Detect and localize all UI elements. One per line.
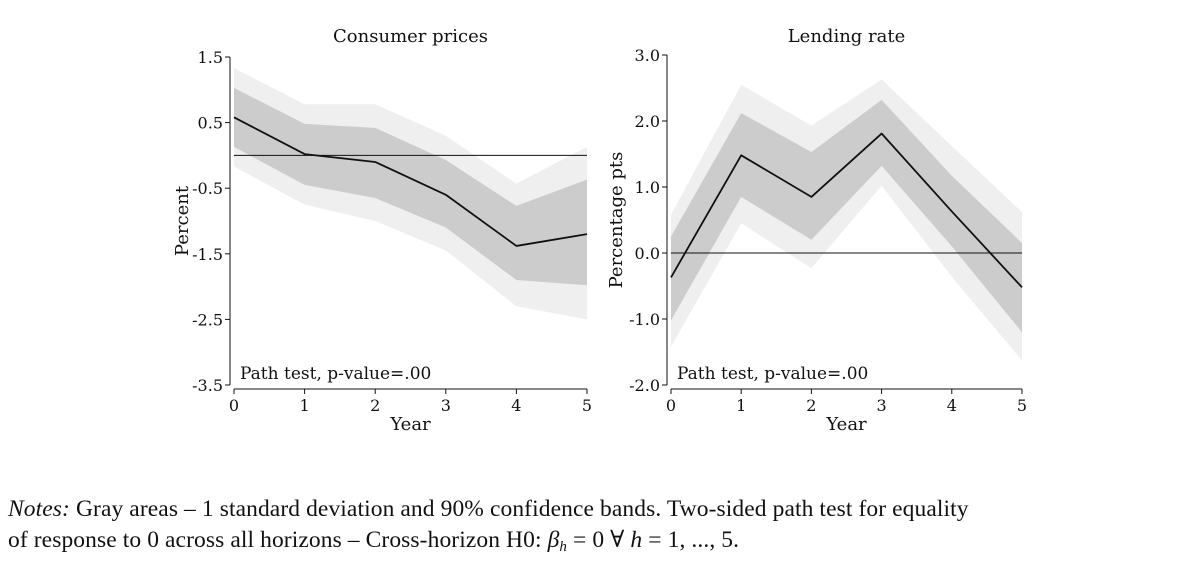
consumer-prices-y-tick-label: -1.5 [192, 245, 223, 264]
notes-text-2: of response to 0 across all horizons – C… [8, 527, 542, 553]
consumer-prices-x-tick-label: 4 [511, 396, 521, 415]
consumer-prices-x-tick-label: 0 [229, 396, 239, 415]
formula-h: h [630, 527, 643, 553]
notes-line-2: of response to 0 across all horizons – C… [8, 525, 1198, 563]
consumer-prices-annotation: Path test, p-value=.00 [240, 364, 431, 384]
consumer-prices-x-tick-label: 2 [370, 396, 380, 415]
consumer-prices-title: Consumer prices [333, 26, 488, 47]
consumer-prices-chart: 1.5 0.5 -0.5 -1.5 -2.5 -3.5 0 1 2 3 4 5 Consumer pri… [172, 26, 592, 435]
formula-rest: = 0 ∀ [573, 527, 625, 553]
notes-text-1: Gray areas – 1 standard deviation and 90… [75, 496, 969, 522]
consumer-prices-x-tick-label: 1 [300, 396, 310, 415]
consumer-prices-band-1sd [234, 87, 587, 286]
consumer-prices-y-tick-label: -3.5 [192, 376, 223, 395]
consumer-prices-y-tick-label: -2.5 [192, 310, 223, 329]
notes-formula: βh = 0 ∀ h = 1, ..., 5. [547, 527, 740, 555]
consumer-prices-y-tick-label: -0.5 [192, 179, 223, 198]
consumer-prices-y-tick-label: 0.5 [198, 114, 223, 133]
formula-subscript: h [559, 539, 568, 555]
formula-beta: β [547, 527, 560, 553]
consumer-prices-response-line [233, 116, 588, 247]
formula-tail: = 1, ..., 5. [648, 527, 740, 553]
consumer-prices-y-tick-label: 1.5 [198, 48, 223, 67]
consumer-prices-x-tick-label: 5 [582, 396, 592, 415]
consumer-prices-x-tick-label: 3 [441, 396, 451, 415]
consumer-prices-y-label: Percent [172, 185, 193, 256]
notes-label: Notes: [8, 496, 70, 522]
notes-line-1: Notes: Gray areas – 1 standard deviation… [8, 494, 1198, 525]
consumer-prices-x-label: Year [389, 414, 431, 435]
figure-notes: Notes: Gray areas – 1 standard deviation… [8, 494, 1198, 563]
